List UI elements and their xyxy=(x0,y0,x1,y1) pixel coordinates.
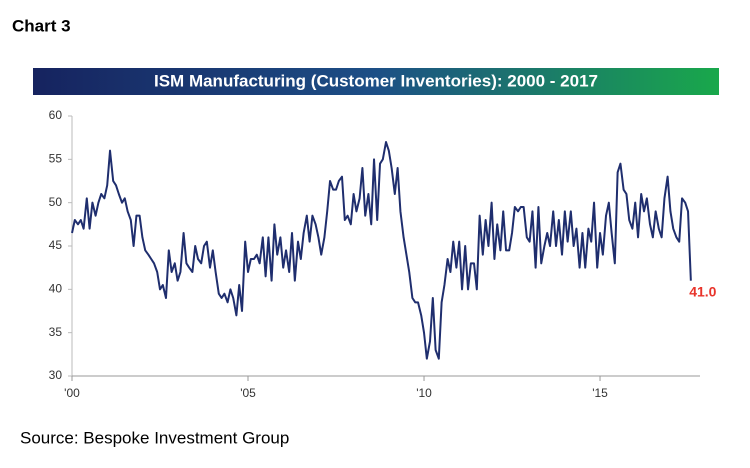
y-tick-label: 55 xyxy=(49,152,63,166)
x-tick-label: '10 xyxy=(416,386,432,400)
y-tick-label: 50 xyxy=(49,195,63,209)
y-tick-label: 40 xyxy=(49,282,63,296)
y-tick-label: 30 xyxy=(49,368,63,382)
source: Source: Bespoke Investment Group xyxy=(20,428,289,447)
y-tick-label: 35 xyxy=(49,325,63,339)
y-tick-label: 45 xyxy=(49,238,63,252)
x-tick-label: '05 xyxy=(240,386,256,400)
line xyxy=(71,141,692,360)
title-bar xyxy=(33,68,719,95)
x-tick-label: '00 xyxy=(64,386,80,400)
chart-title: ISM Manufacturing (Customer Inventories)… xyxy=(154,71,598,90)
heading: Chart 3 xyxy=(12,16,71,35)
y-tick-label: 60 xyxy=(49,108,63,122)
annotation: 41.0 xyxy=(689,283,716,299)
x-tick-label: '15 xyxy=(592,386,608,400)
